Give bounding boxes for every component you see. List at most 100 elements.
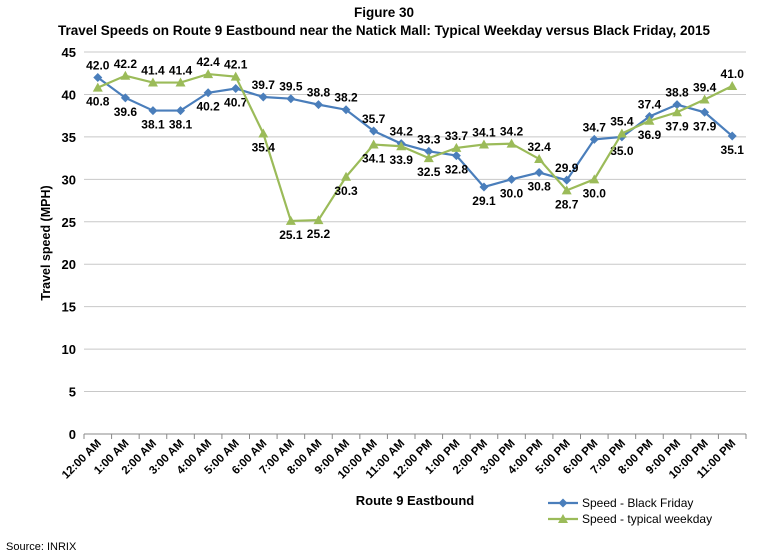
data-point-typical-weekday bbox=[451, 142, 462, 152]
data-point-black-friday bbox=[341, 105, 351, 115]
data-label: 33.9 bbox=[390, 153, 414, 167]
data-point-typical-weekday bbox=[368, 139, 379, 149]
data-label: 42.2 bbox=[114, 57, 138, 71]
data-label: 35.4 bbox=[252, 140, 276, 154]
y-tick-label: 0 bbox=[69, 427, 76, 442]
data-point-typical-weekday bbox=[534, 153, 545, 163]
data-label: 39.5 bbox=[279, 80, 303, 94]
y-tick-label: 5 bbox=[69, 385, 76, 400]
data-label: 35.1 bbox=[721, 143, 745, 157]
legend-marker bbox=[558, 514, 568, 523]
data-point-typical-weekday bbox=[727, 80, 738, 90]
data-point-black-friday bbox=[231, 84, 241, 94]
data-point-typical-weekday bbox=[644, 115, 655, 125]
data-label: 40.8 bbox=[86, 95, 110, 109]
data-point-typical-weekday bbox=[589, 174, 600, 184]
data-point-black-friday bbox=[369, 126, 379, 136]
data-label: 25.1 bbox=[279, 228, 303, 242]
figure-label: Figure 30 bbox=[353, 5, 415, 20]
data-label: 32.4 bbox=[527, 140, 551, 154]
data-point-typical-weekday bbox=[616, 128, 627, 138]
data-point-typical-weekday bbox=[478, 139, 489, 149]
y-tick-label: 40 bbox=[62, 87, 76, 102]
data-point-black-friday bbox=[589, 134, 599, 144]
data-label: 38.1 bbox=[141, 118, 165, 132]
series-line-0 bbox=[97, 76, 733, 189]
data-label: 38.8 bbox=[665, 86, 689, 100]
data-label: 40.2 bbox=[196, 100, 220, 114]
y-tick-label: 45 bbox=[62, 45, 76, 60]
data-label: 32.8 bbox=[445, 163, 469, 177]
data-point-typical-weekday bbox=[230, 71, 241, 81]
data-label: 35.0 bbox=[610, 144, 634, 158]
data-point-typical-weekday bbox=[423, 153, 434, 163]
data-label: 28.7 bbox=[555, 197, 579, 211]
data-point-typical-weekday bbox=[396, 141, 407, 151]
data-label: 32.5 bbox=[417, 165, 441, 179]
x-axis-title: Route 9 Eastbound bbox=[356, 493, 475, 508]
data-label: 36.9 bbox=[638, 128, 662, 142]
data-point-typical-weekday bbox=[258, 128, 269, 138]
data-label: 35.4 bbox=[610, 114, 634, 128]
data-label: 37.9 bbox=[693, 119, 717, 133]
data-label: 38.8 bbox=[307, 86, 331, 100]
data-label: 39.4 bbox=[693, 81, 717, 95]
data-point-typical-weekday bbox=[672, 107, 683, 117]
data-label: 37.9 bbox=[665, 119, 689, 133]
data-label: 34.2 bbox=[500, 125, 524, 139]
data-point-black-friday bbox=[120, 93, 130, 103]
data-label: 34.7 bbox=[583, 120, 607, 134]
series-line-1 bbox=[97, 72, 733, 223]
data-label: 42.1 bbox=[224, 58, 248, 72]
data-label: 29.9 bbox=[555, 161, 579, 175]
y-tick-label: 35 bbox=[62, 130, 76, 145]
data-label: 41.4 bbox=[169, 64, 193, 78]
data-point-typical-weekday bbox=[561, 185, 572, 195]
data-label: 30.3 bbox=[334, 184, 358, 198]
data-point-black-friday bbox=[286, 94, 296, 104]
data-label: 30.0 bbox=[500, 186, 524, 200]
data-label: 34.1 bbox=[472, 126, 496, 140]
y-tick-label: 30 bbox=[62, 172, 76, 187]
data-label: 38.2 bbox=[334, 91, 358, 105]
data-point-black-friday bbox=[258, 92, 268, 102]
data-point-black-friday bbox=[424, 146, 434, 156]
data-point-black-friday bbox=[313, 100, 323, 110]
data-point-black-friday bbox=[562, 175, 572, 185]
data-point-black-friday bbox=[148, 106, 158, 116]
data-label: 33.3 bbox=[417, 132, 441, 146]
data-point-black-friday bbox=[479, 182, 489, 192]
legend-label: Speed - typical weekday bbox=[582, 512, 712, 526]
data-label: 30.8 bbox=[527, 180, 551, 194]
data-label: 29.1 bbox=[472, 194, 496, 208]
data-point-typical-weekday bbox=[203, 69, 214, 79]
data-point-typical-weekday bbox=[313, 215, 324, 225]
y-tick-label: 10 bbox=[62, 342, 76, 357]
data-point-black-friday bbox=[451, 151, 461, 161]
data-label: 34.1 bbox=[362, 152, 386, 166]
y-tick-label: 25 bbox=[62, 215, 76, 230]
data-point-black-friday bbox=[507, 174, 517, 184]
data-label: 41.0 bbox=[721, 67, 745, 81]
y-tick-label: 20 bbox=[62, 257, 76, 272]
data-label: 37.4 bbox=[638, 98, 662, 112]
data-label: 39.7 bbox=[252, 78, 276, 92]
y-axis-title: Travel speed (MPH) bbox=[39, 185, 53, 300]
data-point-typical-weekday bbox=[147, 77, 158, 87]
data-point-typical-weekday bbox=[285, 215, 296, 225]
data-point-black-friday bbox=[534, 168, 544, 178]
data-label: 38.1 bbox=[169, 118, 193, 132]
data-label: 39.6 bbox=[114, 105, 138, 119]
data-point-black-friday bbox=[672, 100, 682, 110]
data-label: 41.4 bbox=[141, 64, 165, 78]
data-label: 30.0 bbox=[583, 186, 607, 200]
data-label: 42.4 bbox=[196, 55, 220, 69]
data-point-typical-weekday bbox=[341, 171, 352, 181]
y-tick-label: 15 bbox=[62, 300, 76, 315]
data-label: 34.2 bbox=[390, 125, 414, 139]
data-label: 42.0 bbox=[86, 58, 110, 72]
data-point-black-friday bbox=[176, 106, 186, 116]
data-point-black-friday bbox=[203, 88, 213, 98]
legend-marker bbox=[558, 498, 568, 508]
